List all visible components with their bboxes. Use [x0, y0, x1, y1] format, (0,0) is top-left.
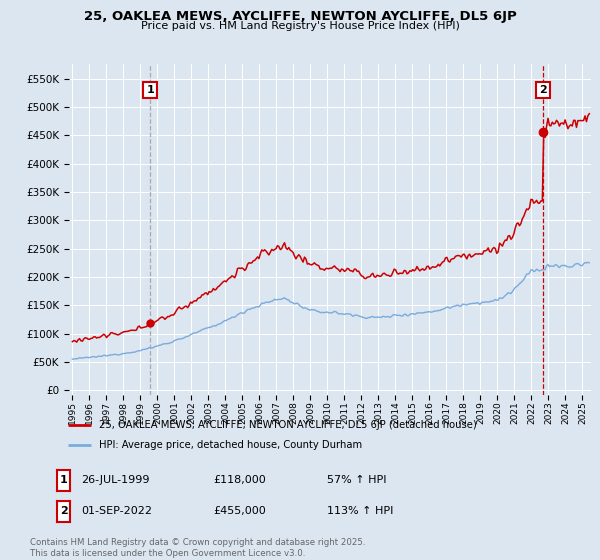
Text: HPI: Average price, detached house, County Durham: HPI: Average price, detached house, Coun…	[99, 440, 362, 450]
Text: 1: 1	[60, 475, 67, 486]
Text: 25, OAKLEA MEWS, AYCLIFFE, NEWTON AYCLIFFE, DL5 6JP: 25, OAKLEA MEWS, AYCLIFFE, NEWTON AYCLIF…	[83, 10, 517, 23]
Text: Contains HM Land Registry data © Crown copyright and database right 2025.
This d: Contains HM Land Registry data © Crown c…	[30, 538, 365, 558]
Text: 01-SEP-2022: 01-SEP-2022	[81, 506, 152, 516]
Text: Price paid vs. HM Land Registry's House Price Index (HPI): Price paid vs. HM Land Registry's House …	[140, 21, 460, 31]
Text: 25, OAKLEA MEWS, AYCLIFFE, NEWTON AYCLIFFE, DL5 6JP (detached house): 25, OAKLEA MEWS, AYCLIFFE, NEWTON AYCLIF…	[99, 419, 477, 430]
Text: 57% ↑ HPI: 57% ↑ HPI	[327, 475, 386, 486]
Text: 113% ↑ HPI: 113% ↑ HPI	[327, 506, 394, 516]
Text: £118,000: £118,000	[213, 475, 266, 486]
Text: 26-JUL-1999: 26-JUL-1999	[81, 475, 149, 486]
Text: 2: 2	[60, 506, 67, 516]
Text: 2: 2	[539, 85, 547, 95]
Text: 1: 1	[146, 85, 154, 95]
Text: £455,000: £455,000	[213, 506, 266, 516]
